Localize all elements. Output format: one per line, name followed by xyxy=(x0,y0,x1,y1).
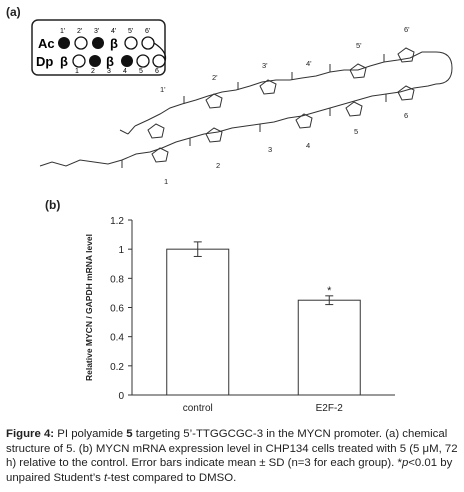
schematic-pyrrole-6 xyxy=(141,36,155,50)
y-tick-label: 0.6 xyxy=(110,304,124,315)
schematic-imidazole-1 xyxy=(58,37,70,49)
caption-italic: p xyxy=(401,457,409,469)
y-axis-label: Relative MYCN / GAPDH mRNA level xyxy=(84,234,94,381)
schematic-bottom-number: 1 xyxy=(75,68,79,75)
y-tick-label: 1 xyxy=(118,245,124,256)
schematic-bottom-number: 4 xyxy=(123,68,127,75)
schematic-dp-label: Dp xyxy=(36,54,53,69)
schematic-beta: β xyxy=(60,54,68,69)
schematic-top-number: 5' xyxy=(128,28,133,35)
chemical-structure-panel: 1' 2' 3' 4' 5' 6' 1 2 3 4 5 6 Ac Dp β β … xyxy=(31,19,453,186)
y-tick-label: 0.4 xyxy=(110,333,124,344)
schematic-top-number: 6' xyxy=(145,28,150,35)
structure-label: 1' xyxy=(160,85,166,94)
schematic-bottom-number: 2 xyxy=(91,68,95,75)
schematic-pyrrole-b1 xyxy=(72,54,86,68)
schematic-top-number: 2' xyxy=(77,28,82,35)
structure-label: 5' xyxy=(356,41,362,50)
structure-label: 2 xyxy=(216,161,220,170)
schematic-imidazole-b4 xyxy=(121,55,133,67)
figure-caption: Figure 4: PI polyamide 5 targeting 5’-TT… xyxy=(6,427,460,485)
panel-b-label: (b) xyxy=(45,198,61,212)
schematic-pyrrole-2 xyxy=(74,36,88,50)
schematic-top-number: 3' xyxy=(94,28,99,35)
structure-label: 6' xyxy=(404,25,410,34)
structure-label: 2' xyxy=(212,73,218,82)
x-tick-label: E2F-2 xyxy=(316,403,344,414)
schematic-bottom-number: 6 xyxy=(155,68,159,75)
structure-label: 3 xyxy=(268,145,272,154)
y-tick-label: 1.2 xyxy=(110,216,124,227)
caption-text: targeting 5’-TTGGCGC-3 in the MYCN promo… xyxy=(6,428,458,469)
schematic-ac-label: Ac xyxy=(38,36,55,51)
bar xyxy=(166,248,230,396)
structure-label: 4' xyxy=(306,59,312,68)
caption-text: <0.01 by unpaired Student’s xyxy=(6,457,453,484)
structure-label: 1 xyxy=(164,177,168,186)
schematic-beta: β xyxy=(106,54,114,69)
caption-compound: 5 xyxy=(126,428,133,440)
structure-label: 3' xyxy=(262,61,268,70)
schematic-pyrrole-b5 xyxy=(136,54,150,68)
polyamide-skeleton xyxy=(39,47,453,168)
bar xyxy=(297,299,361,396)
schematic-beta: β xyxy=(110,36,118,51)
schematic-bottom-number: 5 xyxy=(139,68,143,75)
schematic-imidazole-b2 xyxy=(89,55,101,67)
schematic-bottom-number: 3 xyxy=(107,68,111,75)
significance-mark: * xyxy=(327,285,332,297)
schematic-pyrrole-b6 xyxy=(152,54,166,68)
schematic-pyrrole-5 xyxy=(124,36,138,50)
structure-label: 6 xyxy=(404,111,408,120)
hairpin-schematic: 1' 2' 3' 4' 5' 6' 1 2 3 4 5 6 Ac Dp β β … xyxy=(31,19,167,76)
caption-label: Figure 4: xyxy=(6,428,55,440)
bar-chart: 0 0.2 0.4 0.6 0.8 1 1.2 Relative MYCN / GAPDH m… xyxy=(84,216,395,414)
structure-label: 4 xyxy=(306,141,310,150)
x-tick-label: control xyxy=(183,403,213,414)
caption-text: -test compared to DMSO. xyxy=(107,471,237,484)
structure-label: 5 xyxy=(354,127,358,136)
y-tick-label: 0 xyxy=(118,391,124,402)
caption-text: PI polyamide xyxy=(54,428,127,440)
panel-a-label: (a) xyxy=(6,5,21,19)
schematic-top-number: 1' xyxy=(60,28,65,35)
caption-italic: t xyxy=(103,471,108,484)
y-tick-label: 0.8 xyxy=(110,274,124,285)
y-tick-label: 0.2 xyxy=(110,362,124,373)
schematic-top-number: 4' xyxy=(111,28,116,35)
schematic-imidazole-3 xyxy=(92,37,104,49)
